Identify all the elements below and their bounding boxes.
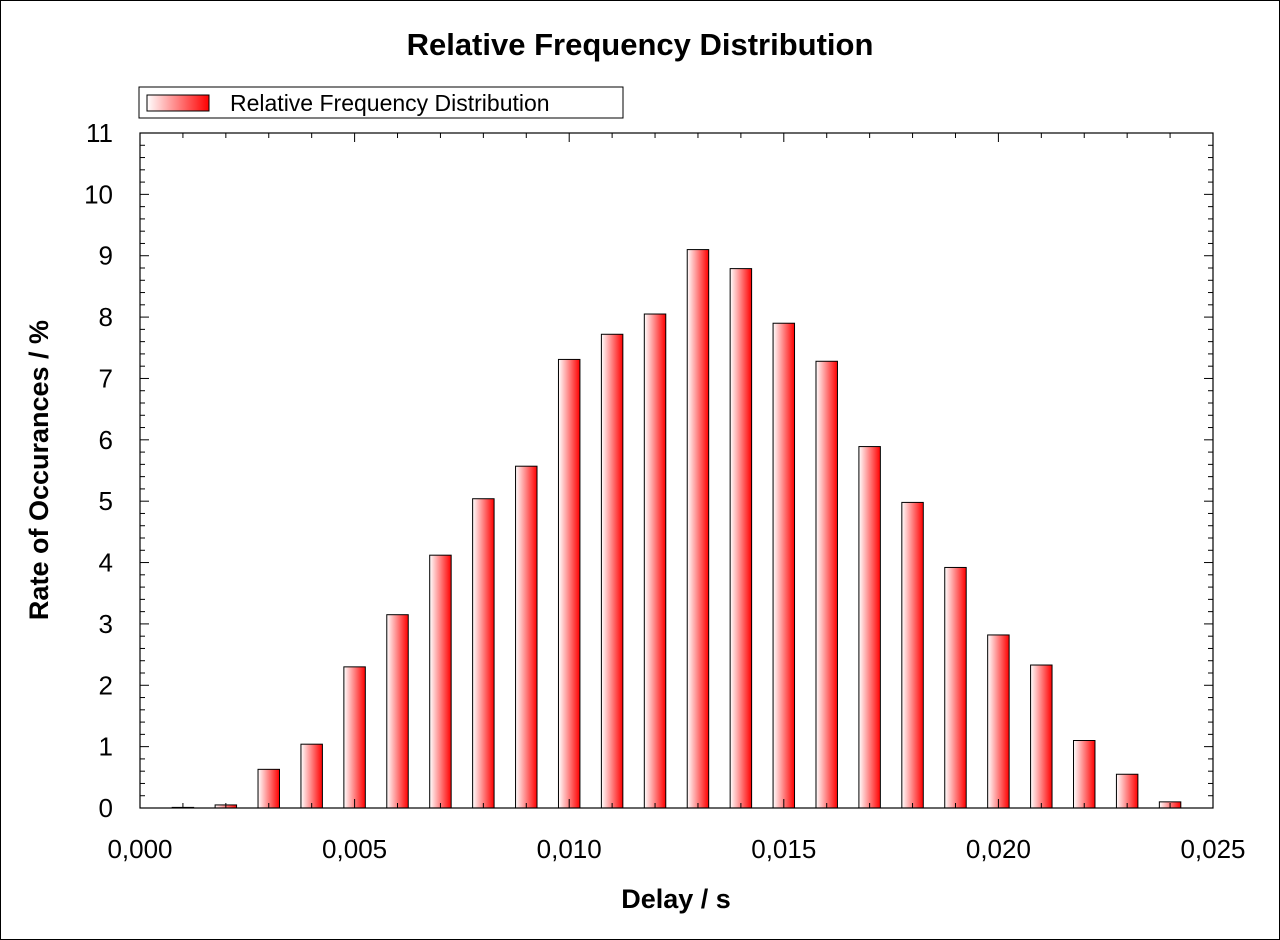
- y-tick-label: 6: [99, 425, 113, 455]
- x-tick-label: 0,025: [1180, 834, 1245, 864]
- bar: [858, 446, 881, 809]
- y-tick-label: 11: [86, 118, 113, 148]
- y-tick-label: 7: [99, 363, 113, 393]
- bar-series: [171, 249, 1182, 809]
- x-tick-label: 0,020: [966, 834, 1031, 864]
- bar: [987, 634, 1010, 809]
- bar: [472, 498, 495, 809]
- y-tick-label: 10: [84, 179, 113, 209]
- bar: [429, 554, 452, 809]
- bar: [686, 249, 710, 809]
- plot-area: [139, 132, 1214, 809]
- x-axis-label: Delay / s: [621, 884, 731, 914]
- bar: [944, 566, 967, 809]
- chart-title: Relative Frequency Distribution: [407, 27, 874, 62]
- legend-swatch: [146, 94, 210, 112]
- legend: Relative Frequency Distribution: [138, 86, 624, 119]
- bar: [772, 322, 796, 809]
- bar: [1115, 773, 1139, 809]
- y-axis: 0 1 2 3 4 5 6 7 8 9 10 11: [84, 118, 1213, 823]
- y-tick-label: 8: [99, 302, 113, 332]
- legend-box: [138, 86, 624, 119]
- y-tick-label: 9: [99, 241, 113, 271]
- y-tick-label: 0: [99, 793, 113, 823]
- bar: [557, 358, 581, 809]
- x-tick-label: 0,000: [107, 834, 172, 864]
- bar: [1073, 740, 1096, 809]
- legend-label: Relative Frequency Distribution: [230, 90, 550, 116]
- y-tick-label: 3: [99, 609, 113, 639]
- bar: [901, 501, 924, 809]
- bar: [515, 465, 538, 809]
- y-tick-label: 2: [99, 670, 113, 700]
- y-tick-label: 1: [99, 732, 113, 762]
- x-tick-label: 0,010: [537, 834, 602, 864]
- bar: [343, 666, 366, 809]
- x-tick-label: 0,005: [322, 834, 387, 864]
- bar: [815, 360, 838, 809]
- bar: [729, 268, 753, 809]
- x-axis: 0,000 0,005 0,010 0,015 0,020 0,025: [107, 133, 1246, 864]
- bar: [1030, 664, 1053, 809]
- y-axis-label: Rate of Occurances / %: [24, 320, 54, 620]
- bar: [300, 743, 323, 809]
- bar: [257, 768, 280, 809]
- y-tick-label: 5: [99, 486, 113, 516]
- y-tick-label: 4: [99, 548, 113, 578]
- bar: [600, 333, 624, 809]
- x-tick-label: 0,015: [751, 834, 816, 864]
- bar: [386, 614, 409, 809]
- bar: [643, 313, 667, 809]
